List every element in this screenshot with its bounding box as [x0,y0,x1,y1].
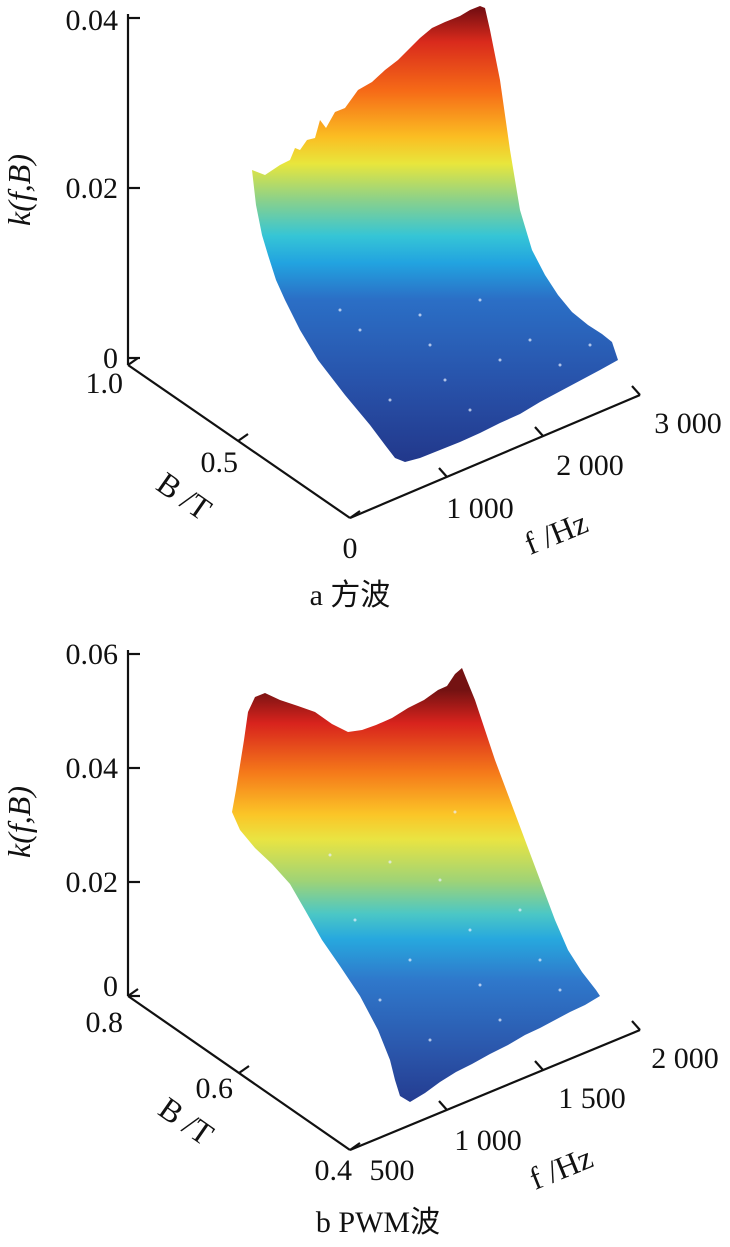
x-tick-label-b-3: 2 000 [651,1042,719,1075]
x-ticks-a [438,385,641,478]
z-ticks-b [128,652,140,998]
chart-a: 0 0.02 0.04 1.0 0.5 0 1 000 2 000 3 000 … [1,4,722,612]
y-tick-label-b-1: 0.6 [196,1072,234,1105]
surface-b-specks [328,810,562,1042]
z-axis-label-b: k(f,B) [1,786,37,858]
x-tick-label-b-0: 500 [370,1154,415,1187]
x-tick-label-a-3: 3 000 [654,407,722,440]
x-axis-a [349,393,641,520]
surface-a [252,6,618,462]
x-tick-label-a-0: 0 [343,532,358,565]
z-tick-label-a-2: 0.04 [66,4,119,37]
z-ticks-a [128,16,140,360]
y-ticks-a [127,357,361,519]
z-tick-label-b-0: 0 [103,970,118,1003]
surface-a-specks [338,298,592,412]
chart-b: 0 0.02 0.04 0.06 0.8 0.6 0.4 500 1 000 1… [1,638,719,1239]
surface-b [232,668,600,1102]
z-tick-label-a-1: 0.02 [66,172,119,205]
x-axis-b [349,1028,641,1152]
x-tick-label-a-1: 1 000 [446,492,514,525]
x-axis-label-a: f /Hz [519,504,593,562]
z-tick-label-b-2: 0.04 [66,752,119,785]
z-axis-label-a: k(f,B) [1,154,37,226]
z-tick-label-b-1: 0.02 [66,866,119,899]
x-ticks-b [438,1020,641,1111]
y-tick-label-a-1: 0.5 [201,446,239,479]
caption-a: a 方波 [310,579,391,612]
z-tick-label-a-0: 0 [103,342,118,375]
z-tick-label-b-3: 0.06 [66,638,119,671]
x-tick-label-b-2: 1 500 [558,1082,626,1115]
x-tick-label-a-2: 2 000 [556,449,624,482]
caption-b: b PWM波 [316,1206,440,1239]
x-tick-label-b-1: 1 000 [454,1124,522,1157]
x-axis-label-b: f /Hz [524,1139,598,1197]
y-tick-label-b-2: 0.4 [315,1154,353,1187]
y-tick-label-a-0: 1.0 [86,367,124,400]
y-ticks-b [127,988,361,1151]
y-tick-label-b-0: 0.8 [86,1006,124,1039]
